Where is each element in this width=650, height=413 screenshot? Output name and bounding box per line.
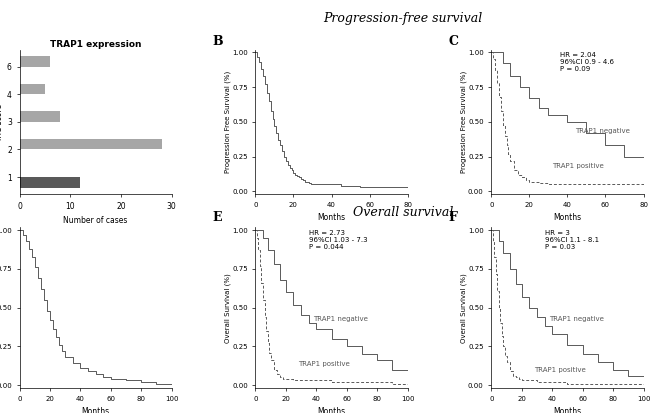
Text: TRAP1 negative: TRAP1 negative	[575, 128, 630, 134]
Text: HR = 3
96%CI 1.1 - 8.1
P = 0.03: HR = 3 96%CI 1.1 - 8.1 P = 0.03	[545, 230, 599, 250]
Bar	[20, 177, 81, 188]
Y-axis label: Progression Free Survival (%): Progression Free Survival (%)	[460, 71, 467, 173]
X-axis label: Months: Months	[317, 213, 346, 222]
X-axis label: Number of cases: Number of cases	[64, 216, 128, 225]
Text: Overall survival: Overall survival	[353, 206, 453, 219]
Text: HR = 2.04
96%CI 0.9 - 4.6
P = 0.09: HR = 2.04 96%CI 0.9 - 4.6 P = 0.09	[560, 52, 614, 72]
Text: TRAP1 negative: TRAP1 negative	[313, 316, 368, 322]
Y-axis label: IHC score: IHC score	[0, 104, 4, 140]
X-axis label: Months: Months	[553, 213, 582, 222]
Bar	[20, 84, 45, 94]
Y-axis label: Overall Survival (%): Overall Survival (%)	[224, 273, 231, 342]
Bar	[20, 139, 162, 150]
Text: TRAP1 negative: TRAP1 negative	[549, 316, 604, 322]
Text: E: E	[213, 211, 222, 224]
Bar	[20, 112, 60, 122]
X-axis label: Months: Months	[81, 407, 110, 413]
Title: TRAP1 expression: TRAP1 expression	[50, 40, 141, 49]
Text: HR = 2.73
96%CI 1.03 - 7.3
P = 0.044: HR = 2.73 96%CI 1.03 - 7.3 P = 0.044	[309, 230, 367, 250]
Text: TRAP1 positive: TRAP1 positive	[552, 163, 604, 169]
Y-axis label: Overall Survival (%): Overall Survival (%)	[460, 273, 467, 342]
Text: TRAP1 positive: TRAP1 positive	[298, 361, 350, 367]
Text: Progression-free survival: Progression-free survival	[324, 12, 482, 25]
X-axis label: Months: Months	[553, 407, 582, 413]
Text: C: C	[448, 35, 459, 48]
X-axis label: Months: Months	[317, 407, 346, 413]
Y-axis label: Progression Free Survival (%): Progression Free Survival (%)	[224, 71, 231, 173]
Bar	[20, 56, 50, 66]
Legend: Negative, Positive: Negative, Positive	[51, 244, 140, 256]
Text: TRAP1 positive: TRAP1 positive	[534, 367, 586, 373]
Text: F: F	[448, 211, 458, 224]
Text: B: B	[213, 35, 224, 48]
